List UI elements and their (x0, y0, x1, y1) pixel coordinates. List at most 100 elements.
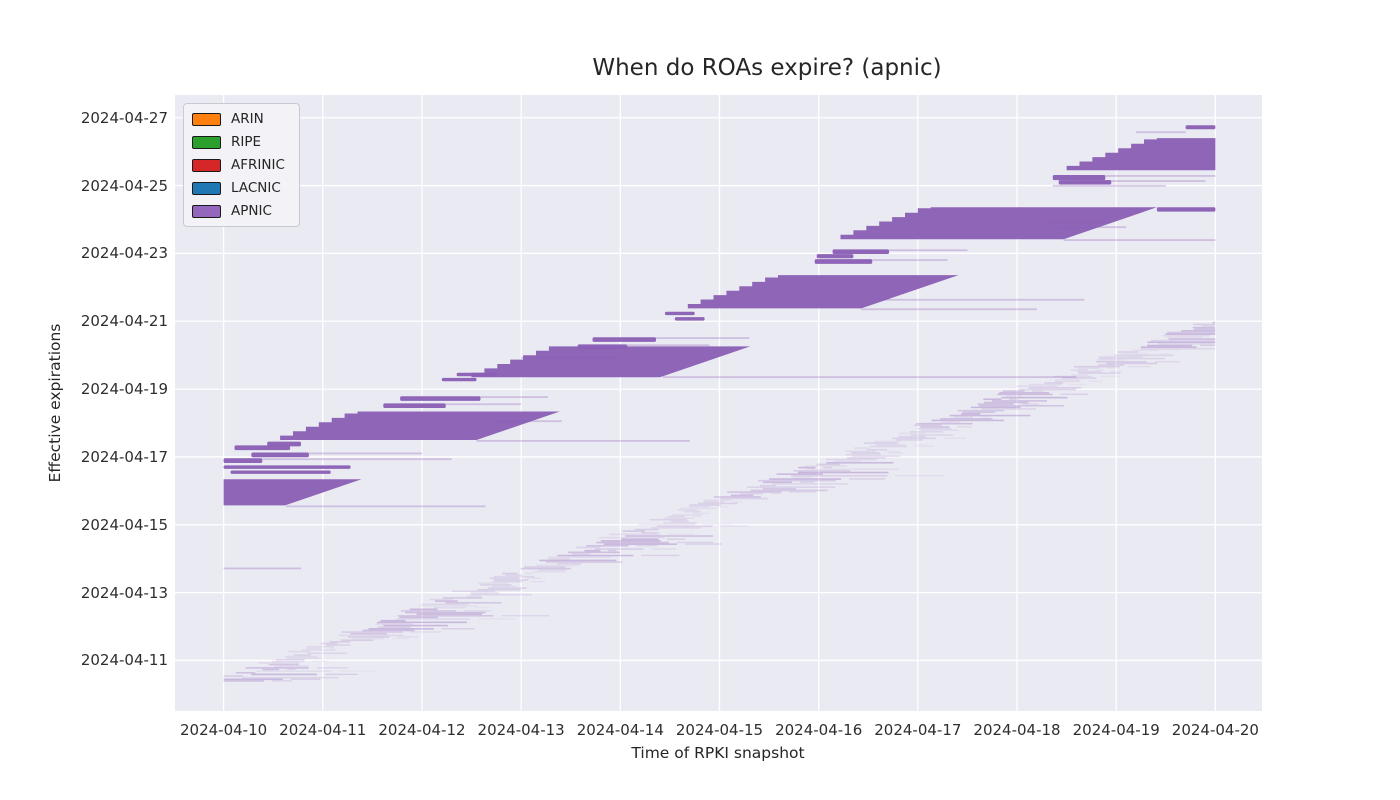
apnic-staircase-dash (434, 600, 458, 602)
apnic-staircase-dash (888, 452, 903, 454)
apnic-staircase-dash (1165, 333, 1216, 335)
apnic-staircase-dash (416, 613, 482, 615)
apnic-staircase-dash (1107, 367, 1119, 369)
apnic-staircase-dash (594, 548, 644, 550)
apnic-staircase-dash (523, 566, 566, 568)
apnic-staircase-dash (1192, 326, 1216, 329)
apnic-staircase-dash (931, 419, 1005, 422)
apnic-staircase-dash (286, 657, 322, 659)
apnic-staircase-dash (806, 468, 899, 471)
apnic-staircase-dash (1147, 344, 1193, 347)
apnic-step-bar (577, 344, 628, 350)
apnic-staircase-dash (1077, 370, 1103, 373)
apnic-staircase-dash (638, 523, 695, 526)
apnic-staircase-dash (797, 471, 889, 474)
apnic-staircase-dash (429, 598, 453, 601)
apnic-staircase-dash (284, 655, 318, 658)
apnic-staircase-dash (609, 533, 661, 536)
apnic-staircase-dash (557, 554, 634, 557)
apnic-staircase-dash (274, 665, 309, 668)
apnic-staircase-dash (375, 623, 413, 625)
apnic-step-bar (234, 445, 291, 451)
apnic-faint-line (1136, 131, 1186, 134)
apnic-staircase-dash (383, 624, 449, 627)
apnic-staircase-dash (596, 541, 669, 544)
apnic-staircase-dash (625, 535, 714, 537)
apnic-staircase-dash (350, 632, 387, 635)
apnic-staircase-dash (520, 567, 571, 570)
apnic-staircase-dash (979, 404, 1064, 407)
apnic-staircase-dash (1106, 362, 1157, 365)
apnic-staircase-dash (1140, 346, 1197, 348)
apnic-staircase-dash (1074, 365, 1120, 368)
apnic-staircase-dash (1166, 349, 1181, 352)
apnic-staircase-dash (1002, 390, 1025, 392)
apnic-staircase-dash (1032, 390, 1044, 392)
apnic-staircase-dash (1078, 372, 1120, 375)
apnic-staircase-dash (684, 543, 722, 545)
apnic-top-bar (1156, 207, 1216, 212)
apnic-staircase-dash (463, 610, 492, 612)
apnic-staircase-dash (1095, 369, 1105, 371)
apnic-staircase-dash (526, 577, 542, 579)
apnic-staircase-dash (452, 590, 496, 593)
apnic-staircase-dash (944, 437, 967, 439)
apnic-staircase-dash (816, 463, 840, 466)
apnic-staircase-dash (1071, 374, 1088, 376)
apnic-step-bar (456, 372, 497, 377)
apnic-staircase-dash (667, 515, 685, 518)
apnic-staircase-dash (258, 662, 300, 664)
apnic-staircase-dash (575, 546, 601, 549)
apnic-faint-line (476, 439, 690, 442)
legend-swatch-afrinic (192, 158, 221, 172)
apnic-staircase-dash (999, 391, 1050, 394)
apnic-staircase-dash (798, 466, 816, 469)
legend-item: AFRINIC (192, 157, 285, 173)
apnic-staircase-dash (1162, 334, 1211, 337)
apnic-staircase-dash (909, 431, 944, 433)
apnic-staircase-dash (866, 448, 887, 451)
apnic-staircase-dash (362, 629, 415, 632)
apnic-staircase-dash (1166, 336, 1203, 339)
apnic-staircase-dash (1053, 375, 1093, 378)
apnic-staircase-dash (1095, 359, 1123, 361)
apnic-staircase-dash (341, 631, 403, 633)
apnic-staircase-dash (547, 556, 611, 558)
apnic-staircase-dash (339, 670, 378, 672)
apnic-staircase-dash (505, 574, 523, 576)
apnic-top-bar (1052, 175, 1106, 181)
apnic-staircase-dash (854, 447, 870, 449)
legend-item: RIPE (192, 134, 285, 150)
apnic-staircase-dash (730, 494, 754, 497)
apnic-staircase-dash (892, 437, 937, 440)
apnic-staircase-dash (656, 525, 713, 528)
apnic-staircase-dash (1099, 357, 1165, 360)
apnic-staircase-dash (1009, 398, 1019, 400)
apnic-staircase-dash (405, 611, 486, 614)
apnic-staircase-dash (961, 413, 981, 415)
apnic-staircase-dash (747, 486, 836, 488)
apnic-band (280, 411, 560, 440)
apnic-step-bar (223, 465, 351, 469)
apnic-staircase-dash (1028, 387, 1082, 389)
apnic-staircase-dash (377, 626, 411, 629)
legend-item: LACNIC (192, 180, 285, 196)
apnic-staircase-dash (713, 496, 761, 498)
apnic-staircase-dash (347, 636, 390, 638)
apnic-staircase-dash (1021, 403, 1040, 405)
apnic-step-bar (441, 377, 477, 382)
x-tick-label: 2024-04-13 (477, 721, 565, 739)
apnic-step-bar (223, 458, 263, 463)
apnic-staircase-dash (970, 406, 1021, 409)
apnic-staircase-dash (568, 551, 621, 554)
apnic-staircase-dash (1151, 339, 1216, 342)
apnic-staircase-dash (288, 650, 311, 653)
apnic-staircase-dash (326, 644, 351, 646)
apnic-top-bar (1185, 125, 1216, 130)
apnic-staircase-dash (494, 579, 529, 581)
apnic-staircase-dash (433, 606, 466, 609)
legend-label: ARIN (231, 111, 264, 127)
legend-label: APNIC (231, 203, 272, 219)
x-tick-label: 2024-04-18 (973, 721, 1061, 739)
apnic-staircase-dash (286, 668, 296, 671)
